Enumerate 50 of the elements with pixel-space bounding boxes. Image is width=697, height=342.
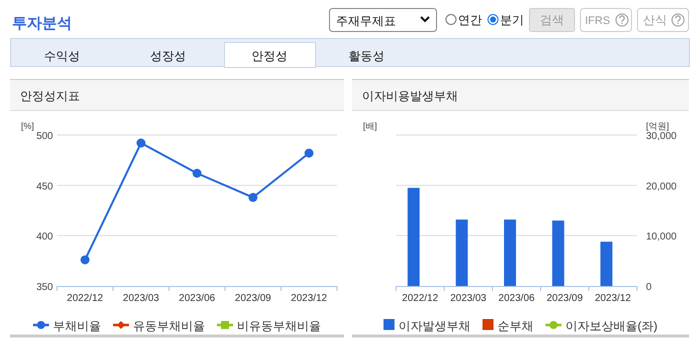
legend-label: 이자발생부채 (398, 319, 470, 333)
y-axis-title: [%] (21, 121, 34, 131)
y-axis-title: [배] (363, 121, 378, 131)
y2-tick-label: 20,000 (646, 181, 678, 192)
text: 분기 (500, 13, 524, 27)
text: 연간 (458, 13, 482, 27)
x-tick-label: 2023/09 (546, 293, 584, 304)
legend-label: 순부채 (498, 319, 534, 333)
y-tick-label: 450 (36, 181, 54, 192)
bar (552, 220, 564, 286)
point (136, 138, 146, 148)
x-tick-label: 2023/06 (178, 293, 216, 304)
x-tick-label: 2022/12 (66, 293, 104, 304)
x-tick-label: 2023/09 (234, 293, 272, 304)
text: 투자분석 (12, 15, 72, 32)
y2-tick-label: 30,000 (646, 131, 678, 142)
x-tick-label: 2023/06 (498, 293, 536, 304)
y2-tick-label: 10,000 (646, 232, 678, 243)
point (304, 148, 314, 158)
x-tick-label: 2023/03 (450, 293, 487, 304)
point (192, 168, 202, 178)
point (248, 192, 258, 202)
x-tick-label: 2022/12 (402, 293, 439, 304)
text: IFRS (585, 15, 610, 27)
y2-tick-label: 0 (646, 282, 652, 293)
x-tick-label: 2023/12 (594, 293, 632, 304)
y-tick-label: 350 (36, 282, 54, 293)
text: 활동성 (348, 49, 384, 63)
bar (408, 188, 420, 286)
bar (504, 220, 516, 286)
legend-label: 이자보상배율(좌) (566, 319, 658, 333)
y2-axis-title: [억원] (646, 121, 670, 131)
chart-title: 안정성지표 (20, 89, 80, 103)
text: 수익성 (44, 49, 80, 63)
x-tick-label: 2023/12 (290, 293, 328, 304)
text: 주재무제표 (336, 14, 396, 28)
y-tick-label: 500 (36, 131, 54, 142)
text: 안정성 (252, 49, 288, 63)
legend-label: 비유동부채비율 (237, 319, 321, 333)
text: 검색 (540, 13, 564, 27)
y-tick-label: 400 (36, 232, 54, 243)
legend-label: 유동부채비율 (133, 319, 205, 333)
text: 성장성 (150, 49, 186, 63)
bar (600, 242, 612, 286)
chart-title: 이자비용발생부채 (362, 89, 458, 103)
text: 산식 (643, 13, 667, 27)
x-tick-label: 2023/03 (122, 293, 160, 304)
legend-label: 부채비율 (53, 319, 101, 333)
bar (456, 220, 468, 286)
point (80, 255, 90, 264)
